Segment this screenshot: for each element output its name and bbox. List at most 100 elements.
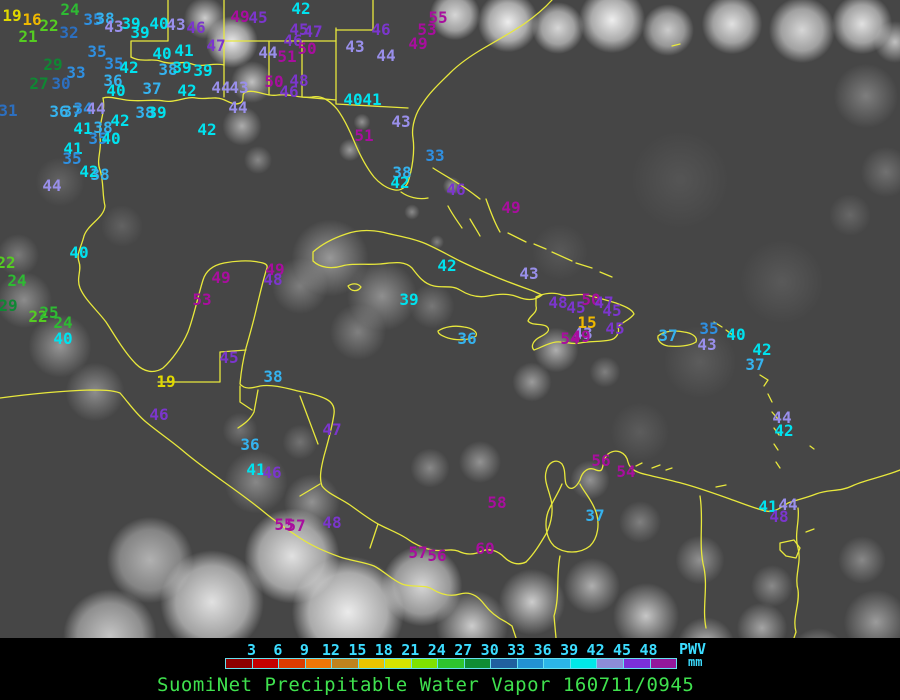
orinoco-delta xyxy=(793,507,800,638)
station-value: 42 xyxy=(774,421,794,440)
station-value: 48 xyxy=(769,507,789,526)
colorbar-segment xyxy=(358,659,385,668)
colorbar-segment xyxy=(517,659,544,668)
station-value: 39 xyxy=(147,103,167,122)
bahamas xyxy=(599,271,613,278)
station-value: 35 xyxy=(88,129,108,148)
satellite-image xyxy=(0,0,900,638)
station-value: 41 xyxy=(758,497,778,516)
colorbar-tick-label: 12 xyxy=(321,641,340,659)
lesser-antilles xyxy=(771,411,779,420)
station-value: 40 xyxy=(101,129,121,148)
station-value: 47 xyxy=(206,36,226,55)
station-value: 39 xyxy=(121,14,141,33)
station-value: 43 xyxy=(519,264,539,283)
station-value: 39 xyxy=(399,290,419,309)
station-value: 40 xyxy=(53,329,73,348)
station-value: 56 xyxy=(591,451,611,470)
station-value: 57 xyxy=(286,516,306,535)
station-value: 47 xyxy=(594,293,614,312)
colorbar-segment xyxy=(385,659,411,668)
station-values-layer: 19 16 24 22 21 32 35 38 43 39 39 40 43 46 49 40 41 47 29 33… xyxy=(0,0,798,565)
station-value: 51 xyxy=(354,126,374,145)
colorbar-tick-label: 3 xyxy=(246,641,256,659)
station-value: 34 xyxy=(73,99,93,118)
station-value: 58 xyxy=(487,493,507,512)
station-value: 49 xyxy=(265,260,285,279)
station-value: 46 xyxy=(446,180,466,199)
bahamas xyxy=(551,251,573,262)
colorbar-tick-label: 15 xyxy=(348,641,367,659)
station-value: 37 xyxy=(658,326,678,345)
station-value: 24 xyxy=(60,0,80,19)
coast-pacific xyxy=(0,389,517,638)
coastlines-overlay xyxy=(0,0,900,638)
station-value: 42 xyxy=(752,340,772,359)
abc-islands xyxy=(665,467,673,471)
station-value: 40 xyxy=(106,81,126,100)
lesser-antilles xyxy=(767,393,773,403)
station-value: 42 xyxy=(119,58,139,77)
colorbar-segment xyxy=(650,659,677,668)
station-value: 32 xyxy=(59,23,79,42)
station-value: 41 xyxy=(63,139,83,158)
station-value: 57 xyxy=(408,543,428,562)
station-value: 46 xyxy=(371,20,391,39)
station-value: 40 xyxy=(726,325,746,344)
station-value: 40 xyxy=(69,243,89,262)
centam-borders xyxy=(299,483,321,497)
lesser-antilles xyxy=(759,374,769,387)
station-value: 49 xyxy=(408,34,428,53)
station-value: 22 xyxy=(39,16,59,35)
colorbar-segment xyxy=(332,659,358,668)
station-value: 54 xyxy=(560,329,580,348)
station-value: 53 xyxy=(417,20,437,39)
colorbar-segment xyxy=(279,659,305,668)
station-value: 60 xyxy=(475,539,495,558)
map-title: SuomiNet Precipitable Water Vapor 160711… xyxy=(157,674,695,696)
colorbar xyxy=(225,658,677,669)
station-value: 56 xyxy=(427,546,447,565)
station-value: 43 xyxy=(104,17,124,36)
colorbar-tick-label: 18 xyxy=(374,641,393,659)
station-value: 49 xyxy=(571,327,591,346)
bahamas xyxy=(533,243,547,250)
station-value: 44 xyxy=(86,99,106,118)
station-value: 38 xyxy=(135,103,155,122)
station-value: 51 xyxy=(277,47,297,66)
colorbar-tick-label: 6 xyxy=(273,641,283,659)
lesser-antilles xyxy=(725,329,735,337)
station-value: 49 xyxy=(211,268,231,287)
station-value: 19 xyxy=(2,6,22,25)
station-value: 16 xyxy=(22,10,42,29)
centam-borders xyxy=(237,389,259,429)
bermuda xyxy=(671,43,681,47)
station-value: 39 xyxy=(172,58,192,77)
station-value: 39 xyxy=(130,23,150,42)
colorbar-tick-label: 21 xyxy=(401,641,420,659)
state-borders xyxy=(130,56,225,98)
pwv-unit-label: PWV xyxy=(679,640,707,658)
station-value: 19 xyxy=(156,372,176,391)
station-value: 48 xyxy=(548,293,568,312)
station-value: 42 xyxy=(390,173,410,192)
colorbar-tick-label: 48 xyxy=(639,641,658,659)
isla-juventud xyxy=(347,283,362,292)
coast-south-america xyxy=(525,450,900,563)
station-value: 25 xyxy=(39,303,59,322)
state-borders xyxy=(335,0,374,31)
colorbar-segment xyxy=(464,659,491,668)
station-value: 37 xyxy=(142,79,162,98)
lesser-antilles xyxy=(775,461,781,469)
colorbar-tick-label: 9 xyxy=(299,641,309,659)
station-value: 37 xyxy=(745,355,765,374)
station-value: 47 xyxy=(322,420,342,439)
station-value: 50 xyxy=(297,39,317,58)
coast-mexico-centam xyxy=(77,97,527,565)
station-value: 49 xyxy=(230,7,250,26)
station-value: 40 xyxy=(149,14,169,33)
station-value: 22 xyxy=(28,307,48,326)
station-value: 40 xyxy=(343,90,363,109)
colorbar-segment xyxy=(226,659,252,668)
